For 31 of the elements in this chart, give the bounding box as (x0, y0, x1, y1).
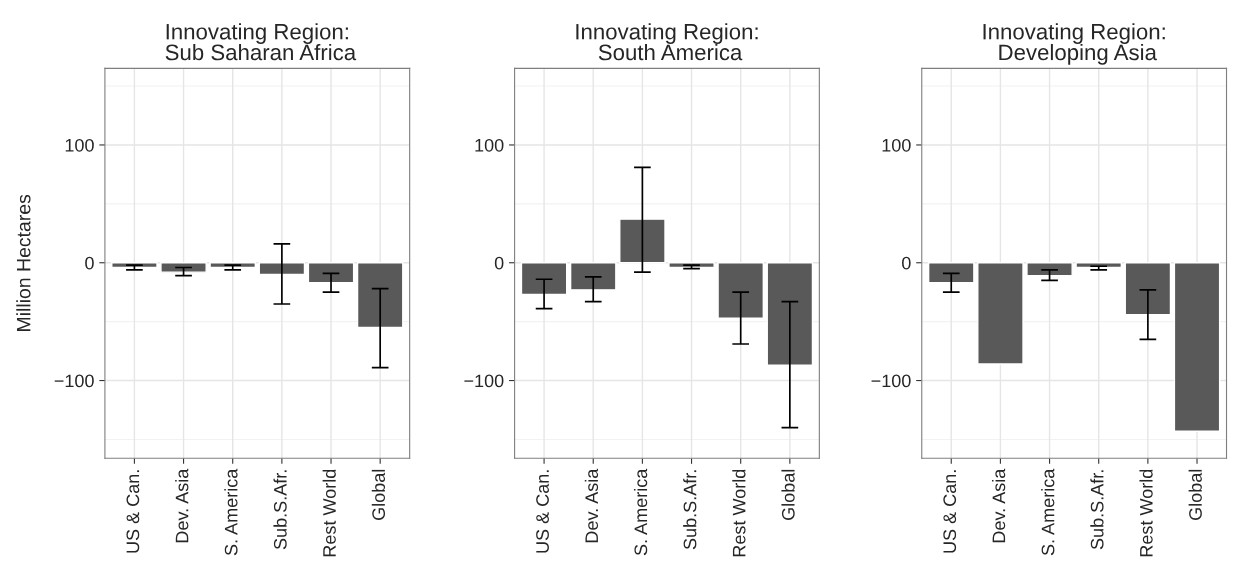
y-tick-label: −100 (871, 374, 911, 388)
x-tick-label: Dev. Asia (175, 468, 189, 543)
chart-title: Innovating Region: South America (576, 23, 758, 61)
x-tick-label: S. America (633, 468, 648, 556)
x-tick-label: Rest World (1139, 469, 1153, 557)
y-axis-title: Million Hectares (16, 194, 31, 331)
chart-title: Innovating Region: Sub Saharan Africa (165, 23, 357, 61)
y-tick-label: −100 (54, 374, 94, 388)
y-tick-label: 0 (494, 256, 504, 270)
x-tick-label: S. America (224, 468, 238, 556)
x-tick-label: Rest World (732, 469, 746, 557)
x-tick-label: Sub.S.Afr. (273, 470, 287, 550)
x-tick-label: Sub.S.Afr. (683, 470, 697, 550)
x-tick-label: US & Can. (536, 470, 549, 553)
y-tick-label: 0 (85, 256, 94, 270)
x-tick-label: Rest World (322, 469, 336, 557)
x-tick-label: Global (781, 469, 795, 520)
chart-title: Innovating Region: Developing Asia (983, 23, 1165, 65)
x-tick-label: Global (1188, 469, 1202, 520)
x-tick-label: Dev. Asia (991, 468, 1006, 543)
y-tick-label: 100 (65, 138, 94, 152)
x-tick-label: Global (371, 469, 386, 520)
y-tick-label: −100 (464, 374, 504, 388)
x-tick-label: US & Can. (126, 470, 140, 553)
x-tick-label: S. America (1041, 468, 1055, 556)
x-tick-label: Dev. Asia (584, 468, 599, 543)
x-tick-label: Sub.S.Afr. (1090, 470, 1104, 550)
y-tick-label: 0 (902, 256, 911, 270)
x-tick-label: US & Can. (943, 470, 957, 553)
y-tick-label: 100 (882, 138, 911, 152)
y-tick-label: 100 (475, 138, 504, 152)
